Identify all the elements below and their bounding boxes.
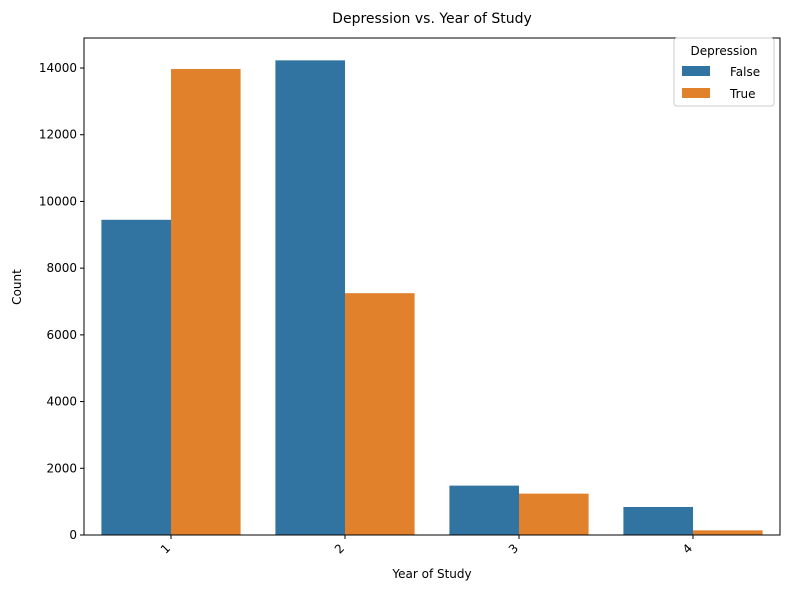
bar-true-year-3 — [519, 493, 589, 535]
plot-frame — [83, 37, 781, 536]
y-tick-label: 12000 — [39, 128, 77, 142]
x-axis: 1 2 3 4 — [158, 535, 695, 557]
y-tick-label: 14000 — [39, 61, 77, 75]
y-tick-label: 8000 — [46, 261, 77, 275]
legend-swatch-false — [682, 66, 710, 76]
legend: Depression False True — [673, 37, 775, 107]
bar-true-year-2 — [345, 293, 415, 535]
y-tick-label: 0 — [69, 528, 77, 542]
x-tick-label-2: 2 — [332, 541, 347, 556]
y-tick-label: 2000 — [46, 461, 77, 475]
x-tick-label-4: 4 — [680, 541, 695, 556]
bars — [101, 60, 763, 536]
x-tick-label-3: 3 — [506, 541, 521, 556]
bar-false-year-3 — [449, 485, 519, 535]
y-axis-label: Count — [10, 269, 24, 305]
bar-false-year-1 — [101, 219, 171, 536]
y-tick-label: 10000 — [39, 194, 77, 208]
bar-false-year-2 — [275, 60, 345, 535]
y-axis: 0 2000 4000 6000 8000 10000 12000 14000 — [39, 61, 84, 542]
bar-false-year-4 — [623, 506, 693, 535]
x-tick-label-1: 1 — [158, 541, 173, 556]
x-axis-label: Year of Study — [391, 567, 471, 581]
legend-title: Depression — [690, 44, 757, 58]
legend-label-false: False — [730, 65, 760, 79]
legend-swatch-true — [682, 88, 710, 98]
y-tick-label: 6000 — [46, 328, 77, 342]
bar-true-year-1 — [171, 69, 241, 535]
chart-title: Depression vs. Year of Study — [332, 11, 532, 27]
y-tick-label: 4000 — [46, 395, 77, 409]
legend-label-true: True — [729, 87, 756, 101]
bar-true-year-4 — [693, 530, 763, 535]
